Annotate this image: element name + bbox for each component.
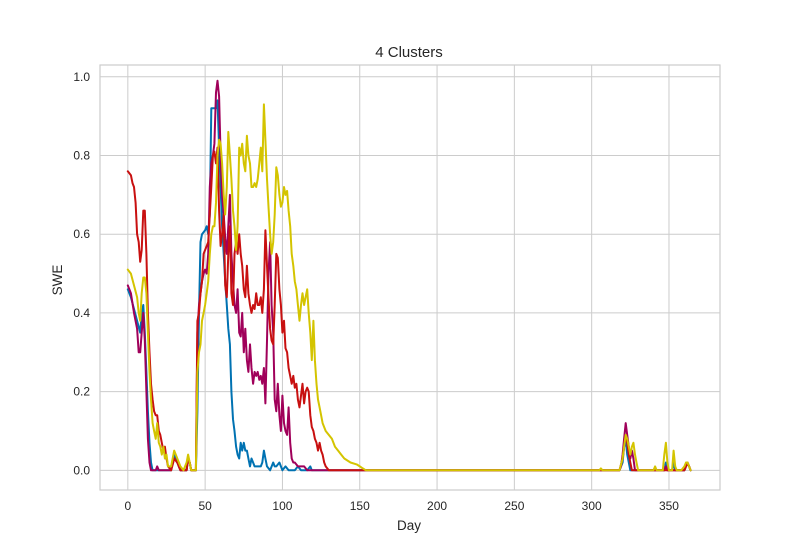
x-tick-label: 300 — [582, 499, 602, 513]
x-tick-label: 150 — [350, 499, 370, 513]
y-tick-label: 0.6 — [73, 227, 90, 241]
series-layer — [126, 79, 692, 472]
tick-layer: 0 50 100 150 200 250 300 350 0.0 0.2 0.4 0.6 0.8 1.0 — [73, 70, 679, 513]
x-tick-label: 350 — [659, 499, 679, 513]
x-tick-label: 100 — [272, 499, 292, 513]
chart-title: 4 Clusters — [375, 44, 443, 61]
plot-frame — [99, 64, 721, 491]
y-tick-label: 0.8 — [73, 149, 90, 163]
x-axis-label: Day — [397, 518, 421, 533]
y-tick-label: 0.2 — [73, 385, 90, 399]
x-tick-label: 0 — [124, 499, 131, 513]
x-tick-label: 250 — [504, 499, 524, 513]
x-tick-label: 50 — [198, 499, 212, 513]
y-axis-label: SWE — [50, 265, 65, 296]
y-tick-label: 0.4 — [73, 306, 90, 320]
series-line-4 — [126, 103, 692, 472]
y-tick-label: 0.0 — [73, 463, 90, 477]
x-tick-label: 200 — [427, 499, 447, 513]
y-tick-label: 1.0 — [73, 70, 90, 84]
